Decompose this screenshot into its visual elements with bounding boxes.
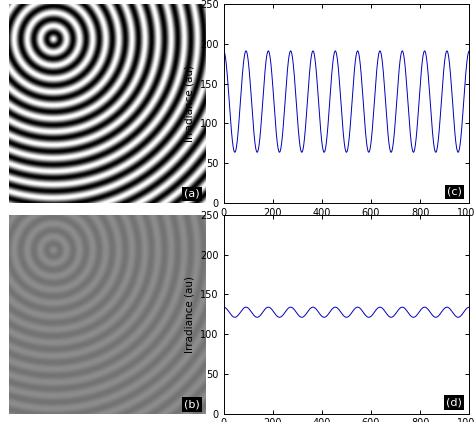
Text: (c): (c)	[447, 187, 462, 197]
Text: (a): (a)	[184, 189, 200, 199]
X-axis label: x (pix): x (pix)	[330, 223, 363, 233]
Y-axis label: Irradiance (au): Irradiance (au)	[184, 65, 195, 142]
Y-axis label: Irradiance (au): Irradiance (au)	[184, 276, 195, 353]
Text: (d): (d)	[446, 398, 462, 408]
Text: (b): (b)	[184, 400, 200, 410]
